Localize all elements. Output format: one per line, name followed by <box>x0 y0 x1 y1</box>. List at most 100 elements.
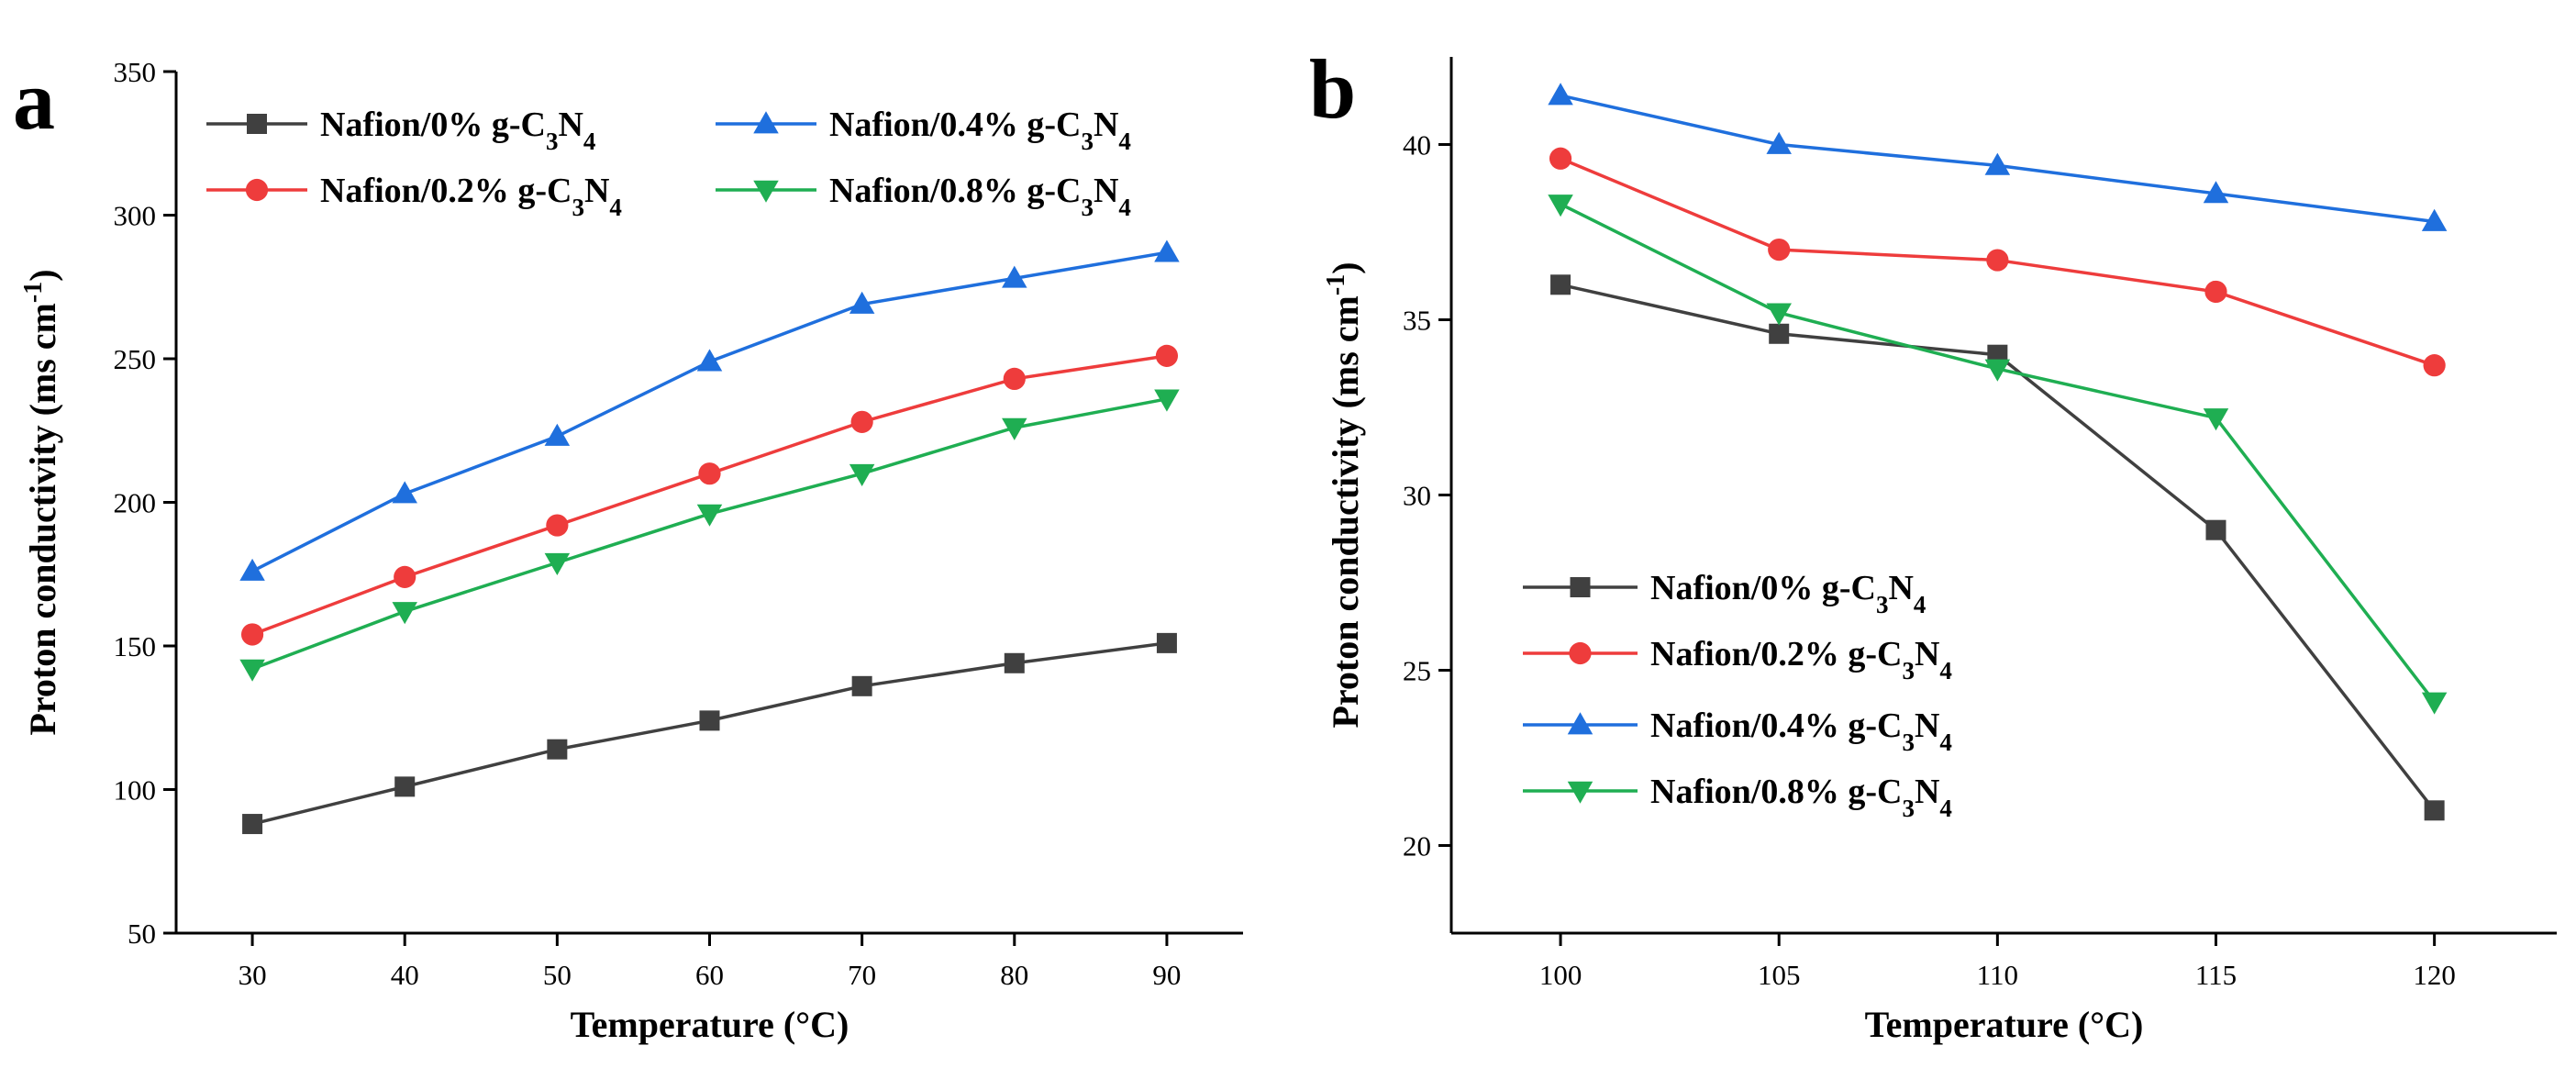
series-line <box>251 641 1168 826</box>
legend-marker <box>1569 641 1592 665</box>
y-tick-label: 20 <box>1403 830 1431 862</box>
panel-label: a <box>13 53 55 147</box>
data-point <box>2421 208 2448 231</box>
series-2 <box>1548 83 2448 231</box>
legend-label: Nafion/0.2% g-C3N4 <box>1650 635 1952 684</box>
y-axis-title: Proton conductivity (ms cm-1) <box>1322 261 1367 728</box>
data-point <box>2421 692 2448 715</box>
data-point <box>1766 131 1792 154</box>
legend-label: Nafion/0% g-C3N4 <box>1650 569 1926 618</box>
x-tick-label: 105 <box>1758 959 1801 991</box>
x-tick-label: 115 <box>2195 959 2237 991</box>
y-tick-label: 250 <box>114 343 157 375</box>
chart-panel-b: 20 25 30 35 40 100 105 110 115 120 Temperature (°C… <box>1309 42 2557 1045</box>
legend: Nafion/0% g-C3N4 Nafion/0.4% g-C3N4 Nafion… <box>206 106 1131 221</box>
legend-label: Nafion/0% g-C3N4 <box>320 106 595 155</box>
data-point <box>1154 389 1180 412</box>
series-line <box>251 354 1168 637</box>
data-point <box>1768 239 1791 261</box>
x-tick-label: 70 <box>848 959 876 991</box>
y-tick-label: 25 <box>1403 655 1431 687</box>
data-point <box>1004 652 1025 673</box>
series-2 <box>239 239 1180 581</box>
data-point <box>394 565 416 588</box>
data-point <box>1548 83 1573 106</box>
legend-item: Nafion/0.8% g-C3N4 <box>1523 773 1952 822</box>
y-tick-label: 200 <box>114 487 157 519</box>
series-1 <box>240 344 1179 646</box>
data-point <box>392 481 417 504</box>
y-tick-label: 150 <box>114 630 157 662</box>
data-point <box>1548 195 1573 217</box>
data-point <box>849 463 875 486</box>
data-point <box>1769 323 1790 344</box>
data-point <box>546 514 569 537</box>
data-point <box>696 504 723 527</box>
x-tick-label: 100 <box>1539 959 1582 991</box>
series-1 <box>1549 147 2446 377</box>
x-axis-title: Temperature (°C) <box>1865 1004 2144 1045</box>
series-3 <box>239 389 1180 682</box>
data-point <box>1984 359 2011 382</box>
data-point <box>1155 344 1179 367</box>
legend-item: Nafion/0.4% g-C3N4 <box>716 106 1131 155</box>
data-point <box>242 814 263 835</box>
legend-label: Nafion/0.4% g-C3N4 <box>829 106 1131 155</box>
legend-item: Nafion/0.4% g-C3N4 <box>1523 706 1952 756</box>
x-tick-label: 60 <box>695 959 724 991</box>
legend: Nafion/0% g-C3N4 Nafion/0.2% g-C3N4 Nafion… <box>1523 569 1952 822</box>
data-point <box>2203 181 2229 204</box>
x-tick-label: 120 <box>2413 959 2456 991</box>
x-tick-label: 50 <box>543 959 572 991</box>
y-tick-label: 350 <box>114 56 157 88</box>
data-point <box>1003 367 1026 391</box>
series-line <box>251 397 1168 671</box>
y-tick-label: 50 <box>128 918 156 950</box>
x-tick-label: 30 <box>239 959 267 991</box>
data-point <box>1986 249 2009 272</box>
legend-item: Nafion/0.8% g-C3N4 <box>716 172 1131 221</box>
y-tick-label: 300 <box>114 200 157 232</box>
data-point <box>240 623 264 646</box>
x-axis-title: Temperature (°C) <box>571 1004 849 1045</box>
data-point <box>394 776 416 797</box>
series-line <box>1560 202 2437 703</box>
data-point <box>239 558 265 581</box>
data-point <box>392 602 417 625</box>
legend-marker <box>753 111 779 134</box>
legend-label: Nafion/0.8% g-C3N4 <box>1650 773 1952 822</box>
legend-item: Nafion/0.2% g-C3N4 <box>206 172 622 221</box>
data-point <box>2424 800 2445 821</box>
data-point <box>1002 417 1027 440</box>
x-tick-label: 80 <box>1000 959 1028 991</box>
data-point <box>544 423 571 446</box>
legend-item: Nafion/0% g-C3N4 <box>1523 569 1926 618</box>
data-point <box>850 410 873 433</box>
legend-marker <box>245 178 269 202</box>
data-point <box>1984 152 2011 175</box>
data-point <box>698 462 721 485</box>
data-point <box>851 675 872 696</box>
legend-marker <box>1567 781 1593 804</box>
legend-marker <box>1570 577 1591 597</box>
legend-marker <box>753 180 779 203</box>
data-point <box>547 739 568 760</box>
series-0 <box>242 632 1177 835</box>
data-point <box>1766 303 1792 326</box>
data-point <box>2205 519 2226 540</box>
legend-marker <box>1567 712 1593 735</box>
data-point <box>849 291 875 314</box>
data-point <box>2204 280 2227 304</box>
data-point <box>1156 632 1177 653</box>
data-point <box>1002 265 1027 288</box>
data-point <box>696 349 723 372</box>
data-point <box>699 710 720 731</box>
legend-label: Nafion/0.4% g-C3N4 <box>1650 706 1952 756</box>
x-tick-label: 90 <box>1152 959 1181 991</box>
y-tick-label: 100 <box>114 774 157 807</box>
data-point <box>2423 354 2446 377</box>
data-point <box>239 659 265 682</box>
legend-item: Nafion/0.2% g-C3N4 <box>1523 635 1952 684</box>
legend-label: Nafion/0.8% g-C3N4 <box>829 172 1131 221</box>
